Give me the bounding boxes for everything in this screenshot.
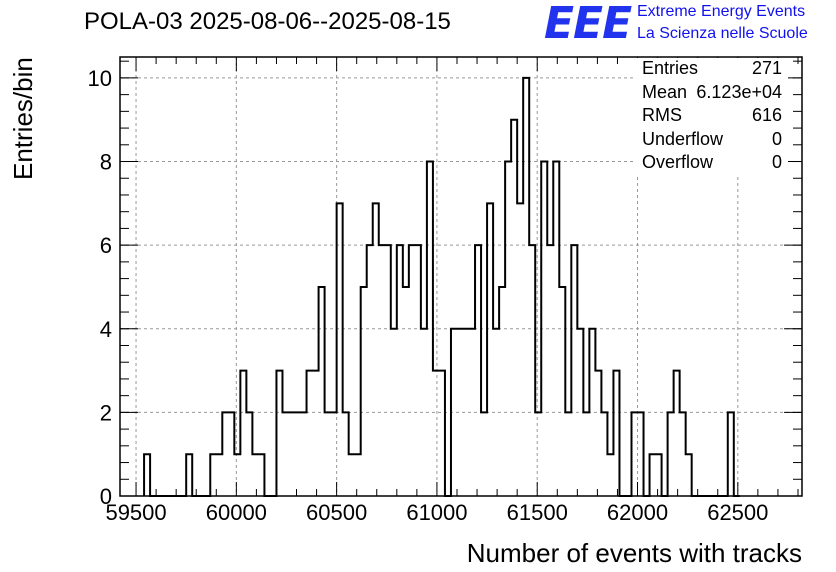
stat-value: 0 — [771, 128, 782, 149]
stat-value: 6.123e+04 — [696, 81, 782, 102]
stat-row-underflow: Underflow 0 — [636, 129, 788, 153]
stat-value: 0 — [771, 152, 782, 173]
y-axis-label: Entries/bin — [8, 57, 38, 180]
y-tick-label: 6 — [100, 233, 112, 258]
stat-value: 616 — [751, 105, 782, 126]
x-tick-label: 60500 — [306, 500, 367, 525]
x-tick-label: 60000 — [206, 500, 267, 525]
tick-labels: 59500 60000 60500 61000 61500 62000 62500 0 2 4 6 8… — [88, 66, 769, 525]
y-tick-label: 0 — [100, 484, 112, 509]
x-tick-label: 59500 — [105, 500, 166, 525]
y-tick-label: 8 — [100, 150, 112, 175]
logo-subtitle-1: Extreme Energy Events — [637, 3, 806, 20]
y-tick-label: 2 — [100, 400, 112, 425]
stat-row-mean: Mean 6.123e+04 — [636, 82, 788, 106]
stat-row-entries: Entries 271 — [636, 58, 788, 82]
y-tick-label: 10 — [88, 66, 112, 91]
x-tick-label: 62500 — [707, 500, 768, 525]
stat-name: RMS — [642, 105, 682, 126]
x-tick-label: 61500 — [507, 500, 568, 525]
axis-ticks — [120, 57, 802, 497]
stat-value: 271 — [751, 58, 782, 78]
chart-title: POLA-03 2025-08-06--2025-08-15 — [84, 8, 451, 35]
x-axis-label: Number of events with tracks — [466, 538, 802, 568]
stat-name: Underflow — [642, 128, 724, 149]
stat-name: Entries — [642, 58, 699, 78]
stat-row-overflow: Overflow 0 — [636, 152, 788, 176]
x-tick-label: 61000 — [406, 500, 467, 525]
stat-name: Overflow — [642, 152, 714, 173]
eee-logo: EEE — [544, 0, 632, 49]
stat-name: Mean — [642, 81, 688, 102]
plot-frame — [119, 56, 803, 497]
x-tick-label: 62000 — [607, 500, 668, 525]
logo-subtitle-2: La Scienza nelle Scuole — [637, 25, 808, 42]
histogram-outline — [143, 76, 740, 497]
stats-box: Entries 271 Mean 6.123e+04 RMS 616 Under… — [636, 58, 788, 176]
y-tick-label: 4 — [100, 317, 112, 342]
stat-row-rms: RMS 616 — [636, 105, 788, 129]
